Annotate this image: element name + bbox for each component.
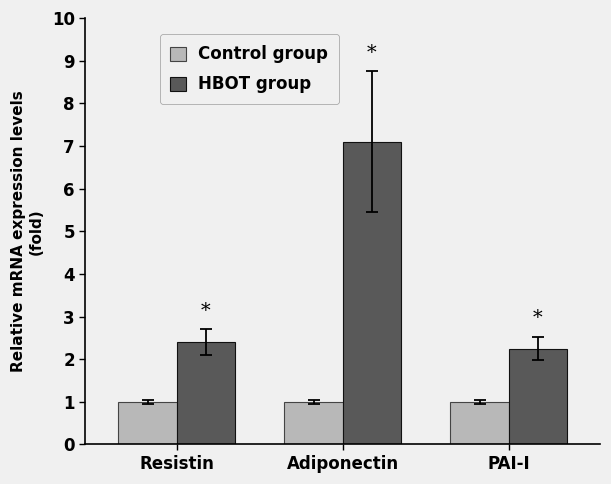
Bar bbox=[508, 348, 566, 444]
Bar bbox=[119, 402, 177, 444]
Bar bbox=[343, 142, 401, 444]
Text: *: * bbox=[533, 309, 543, 327]
Bar bbox=[450, 402, 508, 444]
Text: *: * bbox=[201, 302, 210, 320]
Y-axis label: Relative mRNA expression levels
(fold): Relative mRNA expression levels (fold) bbox=[11, 91, 43, 372]
Bar bbox=[285, 402, 343, 444]
Bar bbox=[177, 342, 235, 444]
Legend: Control group, HBOT group: Control group, HBOT group bbox=[160, 34, 338, 104]
Text: *: * bbox=[367, 44, 376, 62]
